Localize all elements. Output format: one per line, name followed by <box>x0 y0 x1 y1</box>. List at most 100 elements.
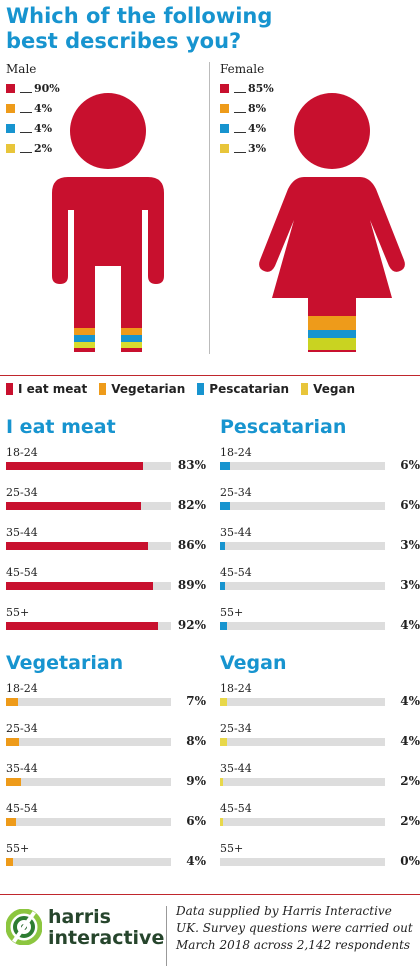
bar-value-label: 2% <box>400 814 420 828</box>
legend-label-pescatarian: Pescatarian <box>209 382 290 396</box>
female-breakdown-value: 3% <box>248 141 267 155</box>
bar-row: 35-44 2% <box>220 760 420 800</box>
male-breakdown-value: 90% <box>34 81 60 95</box>
female-label: Female <box>220 62 265 76</box>
bar-category-label: 25-34 <box>220 486 252 499</box>
legend-swatch-vegetarian <box>99 383 107 395</box>
bars-meat: 18-24 83% 25-34 82% 35-44 86% 45-54 89% 55+ 92% <box>6 444 206 644</box>
logo-line1: harris <box>48 906 111 928</box>
bar <box>6 778 21 786</box>
bar-row: 18-24 7% <box>6 680 206 720</box>
bar-value-label: 4% <box>400 618 420 632</box>
bar-value-label: 3% <box>400 538 420 552</box>
logo-wordmark: harris interactive <box>48 907 164 949</box>
legend: I eat meat Vegetarian Pescatarian Vegan <box>6 382 355 396</box>
female-breakdown-leader <box>234 124 246 133</box>
female-breakdown-value: 8% <box>248 101 267 115</box>
male-breakdown-value: 4% <box>34 121 53 135</box>
figure-divider <box>209 62 210 354</box>
female-figure-panel: Female 85% 8% 4% 3% <box>218 62 418 352</box>
bar-value-label: 2% <box>400 774 420 788</box>
bar-row: 18-24 4% <box>220 680 420 720</box>
male-breakdown-leader <box>20 124 32 133</box>
bar-value-label: 83% <box>177 458 206 472</box>
male-breakdown: 90% 4% 4% 2% <box>6 78 60 158</box>
section-rule-bottom <box>0 894 420 895</box>
bar-value-label: 89% <box>177 578 206 592</box>
panel-title-meat: I eat meat <box>6 416 116 438</box>
female-breakdown-value: 4% <box>248 121 267 135</box>
bar-track <box>220 698 385 706</box>
female-breakdown-swatch <box>220 143 229 153</box>
panel-meat: I eat meat 18-24 83% 25-34 82% 35-44 86% 45-54… <box>6 414 206 644</box>
bar-row: 25-34 6% <box>220 484 420 524</box>
panel-title-vegan: Vegan <box>220 652 287 674</box>
bar <box>220 738 227 746</box>
female-breakdown: 85% 8% 4% 3% <box>220 78 274 158</box>
bar-category-label: 55+ <box>220 606 244 619</box>
bars-vegetarian: 18-24 7% 25-34 8% 35-44 9% 45-54 6% 55+ 4% <box>6 680 206 880</box>
bar <box>220 818 224 826</box>
legend-item-pescatarian: Pescatarian <box>197 382 289 396</box>
bar <box>6 542 148 550</box>
bar-category-label: 35-44 <box>6 526 38 539</box>
male-breakdown-swatch <box>6 103 15 113</box>
bar-category-label: 35-44 <box>6 762 38 775</box>
bar-row: 45-54 2% <box>220 800 420 840</box>
section-rule-top <box>0 375 420 376</box>
bar-value-label: 9% <box>186 774 206 788</box>
bar-value-label: 4% <box>186 854 206 868</box>
bar-track <box>220 462 385 470</box>
panel-title-pescatarian: Pescatarian <box>220 416 347 438</box>
male-breakdown-leader <box>20 144 32 153</box>
female-breakdown-row: 3% <box>220 138 274 158</box>
bar <box>6 502 142 510</box>
source-note: Data supplied by Harris Interactive UK. … <box>176 904 413 952</box>
bar-value-label: 7% <box>186 694 206 708</box>
bar-row: 45-54 89% <box>6 564 206 604</box>
bar-category-label: 18-24 <box>220 446 252 459</box>
bar-track <box>6 778 171 786</box>
legend-swatch-meat <box>6 383 13 395</box>
male-figure-panel: Male 90% 4% 4% 2% <box>4 62 204 352</box>
bar-row: 45-54 6% <box>6 800 206 840</box>
bar-track <box>220 778 385 786</box>
bar-value-label: 86% <box>177 538 206 552</box>
bar-row: 18-24 83% <box>6 444 206 484</box>
bar-track <box>220 622 385 630</box>
bar-track <box>220 738 385 746</box>
bar-category-label: 45-54 <box>220 802 252 815</box>
male-breakdown-row: 2% <box>6 138 60 158</box>
bar-track <box>6 502 171 510</box>
bar-row: 35-44 9% <box>6 760 206 800</box>
bar-row: 45-54 3% <box>220 564 420 604</box>
male-breakdown-leader <box>20 104 32 113</box>
bar <box>6 738 20 746</box>
male-breakdown-row: 4% <box>6 98 60 118</box>
logo-icon <box>6 909 42 945</box>
bar-track <box>6 462 171 470</box>
bar-category-label: 25-34 <box>220 722 252 735</box>
legend-label-meat: I eat meat <box>18 382 88 396</box>
bar-value-label: 4% <box>400 734 420 748</box>
legend-item-vegetarian: Vegetarian <box>99 382 185 396</box>
male-breakdown-row: 90% <box>6 78 60 98</box>
bars-vegan: 18-24 4% 25-34 4% 35-44 2% 45-54 2% 55+ 0% <box>220 680 420 880</box>
bar-category-label: 25-34 <box>6 486 38 499</box>
bar-row: 55+ 92% <box>6 604 206 644</box>
bar-category-label: 18-24 <box>220 682 252 695</box>
female-icon <box>259 93 405 352</box>
bar <box>6 858 13 866</box>
footer-divider <box>166 906 167 966</box>
bar-row: 25-34 4% <box>220 720 420 760</box>
legend-label-vegan: Vegan <box>313 382 356 396</box>
chart-title: Which of the following best describes yo… <box>6 4 273 53</box>
bar-category-label: 55+ <box>6 842 30 855</box>
bar-track <box>220 818 385 826</box>
bar-row: 25-34 8% <box>6 720 206 760</box>
female-breakdown-row: 4% <box>220 118 274 138</box>
bar-category-label: 35-44 <box>220 526 252 539</box>
female-breakdown-row: 8% <box>220 98 274 118</box>
bar <box>220 462 230 470</box>
panel-vegan: Vegan 18-24 4% 25-34 4% 35-44 2% 45-54 2% 55+ 0% <box>220 650 420 880</box>
